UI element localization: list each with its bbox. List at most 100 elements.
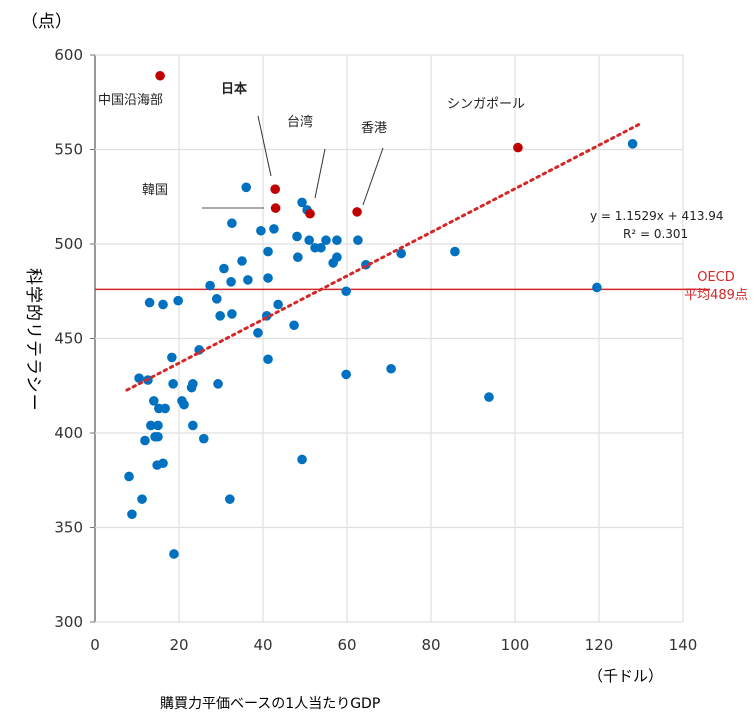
x-tick-label: 40 bbox=[253, 636, 272, 654]
data-point bbox=[304, 235, 315, 246]
label-hongkong: 香港 bbox=[361, 121, 387, 136]
data-point bbox=[158, 458, 168, 469]
data-point bbox=[168, 379, 178, 389]
data-point bbox=[353, 235, 363, 246]
oecd-average-label: 平均489点 bbox=[684, 288, 748, 303]
data-point bbox=[484, 392, 494, 402]
data-point bbox=[179, 399, 189, 410]
x-tick-label: 80 bbox=[421, 636, 440, 654]
x-tick-label: 100 bbox=[501, 636, 530, 654]
trend-r-squared: R² = 0.301 bbox=[623, 227, 688, 241]
highlighted-point bbox=[513, 142, 523, 153]
highlighted-point bbox=[155, 70, 165, 81]
data-point bbox=[592, 282, 602, 293]
highlighted-point bbox=[270, 203, 281, 213]
x-tick-label: 140 bbox=[669, 636, 698, 654]
y-tick-label: 450 bbox=[54, 330, 83, 348]
data-point bbox=[253, 328, 263, 338]
data-point bbox=[450, 246, 460, 257]
data-point bbox=[127, 509, 137, 520]
leader-line-taiwan bbox=[314, 148, 326, 199]
data-point bbox=[225, 494, 235, 504]
trend-equation: y = 1.1529x + 413.94 bbox=[590, 209, 724, 223]
data-point bbox=[341, 369, 351, 380]
data-point bbox=[134, 373, 144, 383]
data-point bbox=[332, 252, 342, 263]
data-point bbox=[627, 139, 638, 149]
data-point bbox=[263, 273, 273, 283]
data-point bbox=[341, 286, 351, 297]
data-point bbox=[160, 403, 170, 414]
data-point bbox=[153, 431, 163, 442]
x-axis-label: 購買力平価ベースの1人当たりGDP bbox=[160, 696, 380, 712]
data-point bbox=[146, 420, 156, 431]
data-point bbox=[219, 263, 229, 274]
data-point bbox=[316, 242, 326, 253]
data-point bbox=[293, 252, 303, 263]
data-point bbox=[158, 299, 168, 310]
x-tick-label: 20 bbox=[169, 636, 188, 654]
data-point bbox=[241, 182, 251, 193]
data-point bbox=[289, 320, 299, 331]
highlighted-point bbox=[270, 184, 280, 194]
leader-line-hongkong bbox=[362, 147, 384, 206]
data-point bbox=[149, 396, 159, 406]
data-point bbox=[269, 224, 279, 234]
grid bbox=[90, 54, 684, 623]
data-point bbox=[144, 297, 155, 308]
data-point bbox=[198, 433, 209, 444]
leader-line-japan bbox=[257, 115, 272, 177]
y-tick-label: 550 bbox=[54, 141, 83, 159]
label-japan: 日本 bbox=[221, 81, 247, 97]
data-point bbox=[137, 494, 147, 504]
y-tick-label: 350 bbox=[54, 519, 83, 537]
data-point bbox=[188, 420, 198, 431]
data-point bbox=[215, 311, 225, 321]
x-tick-label: 120 bbox=[585, 636, 614, 654]
data-point bbox=[332, 235, 342, 246]
data-point bbox=[167, 352, 177, 363]
highlighted-point bbox=[305, 208, 315, 219]
data-point bbox=[237, 256, 247, 266]
data-point bbox=[297, 454, 307, 465]
trendline bbox=[125, 122, 642, 392]
data-point bbox=[213, 379, 223, 389]
data-point bbox=[205, 280, 215, 291]
data-point bbox=[243, 275, 253, 285]
x-tick-label: 60 bbox=[337, 636, 356, 654]
y-tick-label: 400 bbox=[54, 424, 83, 442]
data-point bbox=[273, 299, 283, 310]
x-unit-label: （千ドル） bbox=[588, 667, 663, 685]
data-point bbox=[226, 277, 236, 287]
y-axis-label: 科学的リテラシー bbox=[23, 268, 43, 412]
y-tick-label: 500 bbox=[54, 235, 83, 253]
data-point bbox=[173, 295, 183, 306]
data-point bbox=[227, 309, 237, 319]
data-point bbox=[153, 420, 163, 431]
highlighted-point bbox=[352, 207, 362, 217]
data-point bbox=[212, 294, 222, 304]
data-point bbox=[256, 225, 266, 236]
oecd-label: OECD bbox=[697, 270, 735, 285]
y-tick-label: 600 bbox=[54, 46, 83, 64]
data-point bbox=[297, 197, 307, 208]
data-point bbox=[186, 382, 197, 393]
x-tick-label: 0 bbox=[90, 636, 100, 654]
y-tick-label: 300 bbox=[54, 613, 83, 631]
data-point bbox=[169, 549, 179, 559]
data-point bbox=[321, 235, 331, 246]
label-korea: 韓国 bbox=[142, 183, 168, 198]
data-point bbox=[263, 246, 273, 257]
data-point bbox=[124, 471, 134, 482]
y-unit-label: （点） bbox=[21, 12, 72, 32]
tick-labels: 0 20 40 60 80 100 120 140 300 350 400 450 500 550 600 bbox=[54, 46, 697, 654]
data-points bbox=[124, 70, 638, 559]
data-point bbox=[227, 218, 237, 229]
data-point bbox=[292, 231, 302, 242]
data-point bbox=[263, 354, 273, 365]
data-point bbox=[140, 435, 150, 446]
label-taiwan: 台湾 bbox=[287, 114, 313, 130]
data-point bbox=[396, 248, 406, 259]
data-point bbox=[386, 363, 396, 374]
